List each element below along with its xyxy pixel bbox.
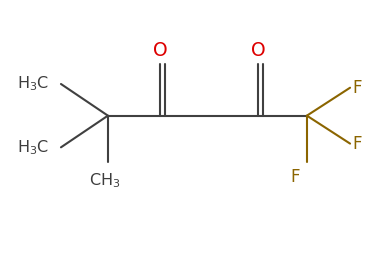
Text: $\mathregular{H_3C}$: $\mathregular{H_3C}$ bbox=[17, 75, 49, 93]
Text: F: F bbox=[291, 168, 300, 186]
Text: O: O bbox=[251, 41, 266, 60]
Text: $\mathregular{CH_3}$: $\mathregular{CH_3}$ bbox=[89, 172, 121, 190]
Text: F: F bbox=[353, 79, 362, 97]
Text: $\mathregular{H_3C}$: $\mathregular{H_3C}$ bbox=[17, 138, 49, 157]
Text: O: O bbox=[153, 41, 168, 60]
Text: F: F bbox=[353, 135, 362, 153]
